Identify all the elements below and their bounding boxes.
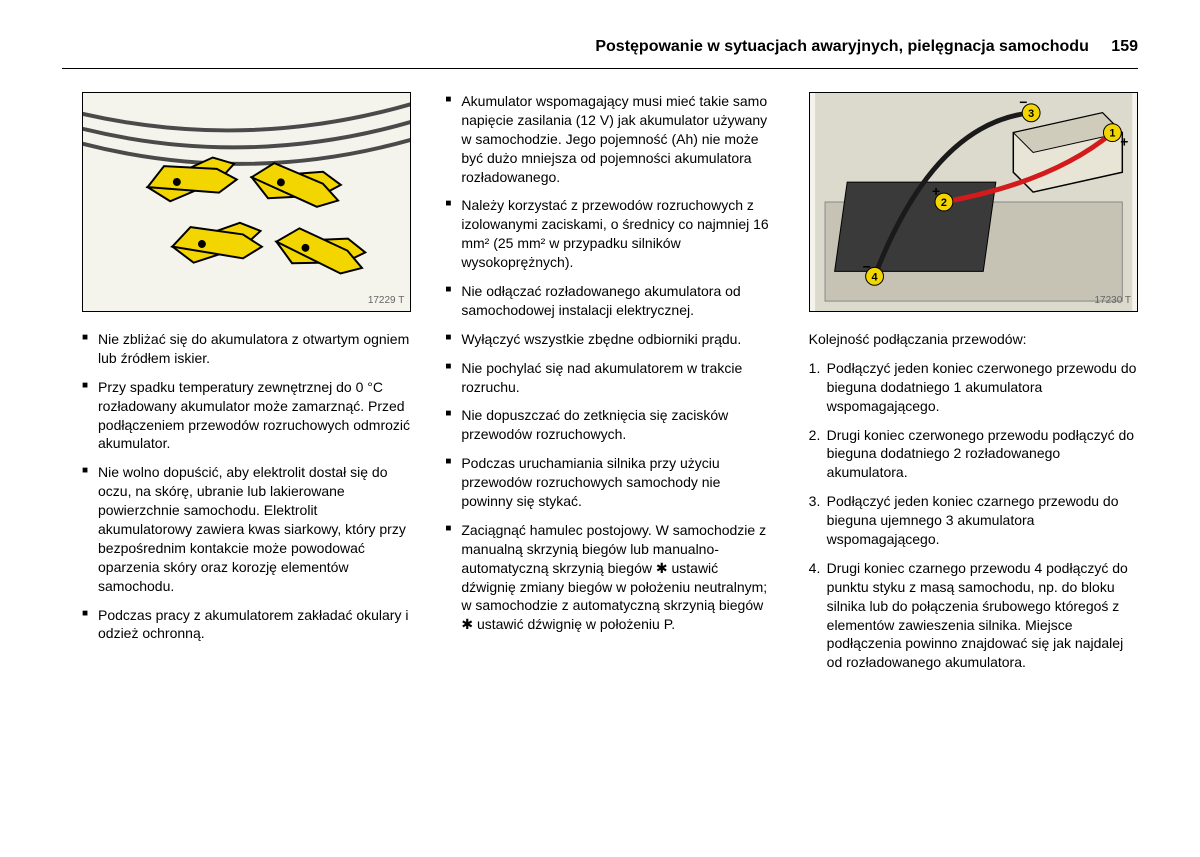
- col2-list: Akumulator wspomagający musi mieć takie …: [445, 92, 774, 634]
- list-item: Nie zbliżać się do akumulatora z otwarty…: [82, 330, 411, 368]
- step-text: Podłączyć jeden koniec czerwonego przewo…: [827, 360, 1137, 414]
- list-item: Podczas pracy z akumulatorem zakładać ok…: [82, 606, 411, 644]
- list-text: Nie wolno dopuścić, aby elektrolit dosta…: [98, 464, 406, 593]
- header-divider: [62, 68, 1138, 69]
- list-item: Akumulator wspomagający musi mieć takie …: [445, 92, 774, 186]
- figure-engine-battery: 1 2 3 4 + − + − 17230 T: [809, 92, 1138, 312]
- step-num: 2.: [809, 426, 821, 445]
- list-text: Wyłączyć wszystkie zbędne odbiorniki prą…: [461, 331, 741, 347]
- page-header: Postępowanie w sytuacjach awaryjnych, pi…: [595, 38, 1138, 56]
- list-text: Nie dopuszczać do zetknięcia się zaciskó…: [461, 407, 728, 442]
- column-2: Akumulator wspomagający musi mieć takie …: [445, 92, 774, 682]
- column-3: 1 2 3 4 + − + − 17230 T Kolejność podłąc…: [809, 92, 1138, 682]
- svg-text:−: −: [862, 258, 870, 274]
- step-num: 3.: [809, 492, 821, 511]
- figure-left-caption: 17229 T: [368, 294, 405, 308]
- list-text: Zaciągnąć hamulec postojowy. W samochodz…: [461, 522, 767, 632]
- svg-text:+: +: [1120, 134, 1128, 150]
- figure-jumper-clamps: 17229 T: [82, 92, 411, 312]
- step-item: 1. Podłączyć jeden koniec czerwonego prze…: [809, 359, 1138, 416]
- list-text: Nie zbliżać się do akumulatora z otwarty…: [98, 331, 409, 366]
- engine-battery-illustration: 1 2 3 4 + − + −: [810, 93, 1137, 311]
- list-item: Nie dopuszczać do zetknięcia się zaciskó…: [445, 406, 774, 444]
- content-columns: 17229 T Nie zbliżać się do akumulatora z…: [82, 92, 1138, 682]
- list-item: Wyłączyć wszystkie zbędne odbiorniki prą…: [445, 330, 774, 349]
- list-item: Należy korzystać z przewodów rozruchowyc…: [445, 196, 774, 272]
- jumper-clamps-illustration: [83, 93, 410, 311]
- steps-intro: Kolejność podłączania przewodów:: [809, 330, 1138, 349]
- list-text: Akumulator wspomagający musi mieć takie …: [461, 93, 767, 185]
- step-text: Podłączyć jeden koniec czarnego przewodu…: [827, 493, 1119, 547]
- list-item: Zaciągnąć hamulec postojowy. W samochodz…: [445, 521, 774, 634]
- list-item: Przy spadku temperatury zewnętrznej do 0…: [82, 378, 411, 454]
- list-text: Przy spadku temperatury zewnętrznej do 0…: [98, 379, 410, 452]
- svg-text:+: +: [932, 183, 940, 199]
- step-item: 2. Drugi koniec czerwonego przewodu podłą…: [809, 426, 1138, 483]
- marker-3: 3: [1028, 108, 1034, 120]
- step-item: 3. Podłączyć jeden koniec czarnego przewo…: [809, 492, 1138, 549]
- column-1: 17229 T Nie zbliżać się do akumulatora z…: [82, 92, 411, 682]
- list-text: Nie pochylać się nad akumulatorem w trak…: [461, 360, 742, 395]
- list-text: Należy korzystać z przewodów rozruchowyc…: [461, 197, 768, 270]
- step-text: Drugi koniec czarnego przewodu 4 podłącz…: [827, 560, 1128, 670]
- marker-4: 4: [871, 271, 877, 283]
- marker-2: 2: [941, 197, 947, 209]
- list-item: Nie odłączać rozładowanego akumulatora o…: [445, 282, 774, 320]
- list-item: Nie pochylać się nad akumulatorem w trak…: [445, 359, 774, 397]
- list-text: Podczas pracy z akumulatorem zakładać ok…: [98, 607, 408, 642]
- step-num: 4.: [809, 559, 821, 578]
- step-item: 4. Drugi koniec czarnego przewodu 4 podłą…: [809, 559, 1138, 672]
- marker-1: 1: [1109, 128, 1115, 140]
- steps-list: 1. Podłączyć jeden koniec czerwonego prze…: [809, 359, 1138, 672]
- svg-text:−: −: [1019, 94, 1027, 110]
- step-text: Drugi koniec czerwonego przewodu podłącz…: [827, 427, 1134, 481]
- figure-right-caption: 17230 T: [1094, 294, 1131, 308]
- list-item: Nie wolno dopuścić, aby elektrolit dosta…: [82, 463, 411, 595]
- list-item: Podczas uruchamiania silnika przy użyciu…: [445, 454, 774, 511]
- list-text: Nie odłączać rozładowanego akumulatora o…: [461, 283, 740, 318]
- step-num: 1.: [809, 359, 821, 378]
- col1-list: Nie zbliżać się do akumulatora z otwarty…: [82, 330, 411, 643]
- page-number: 159: [1111, 38, 1138, 55]
- header-title: Postępowanie w sytuacjach awaryjnych, pi…: [595, 38, 1089, 55]
- list-text: Podczas uruchamiania silnika przy użyciu…: [461, 455, 720, 509]
